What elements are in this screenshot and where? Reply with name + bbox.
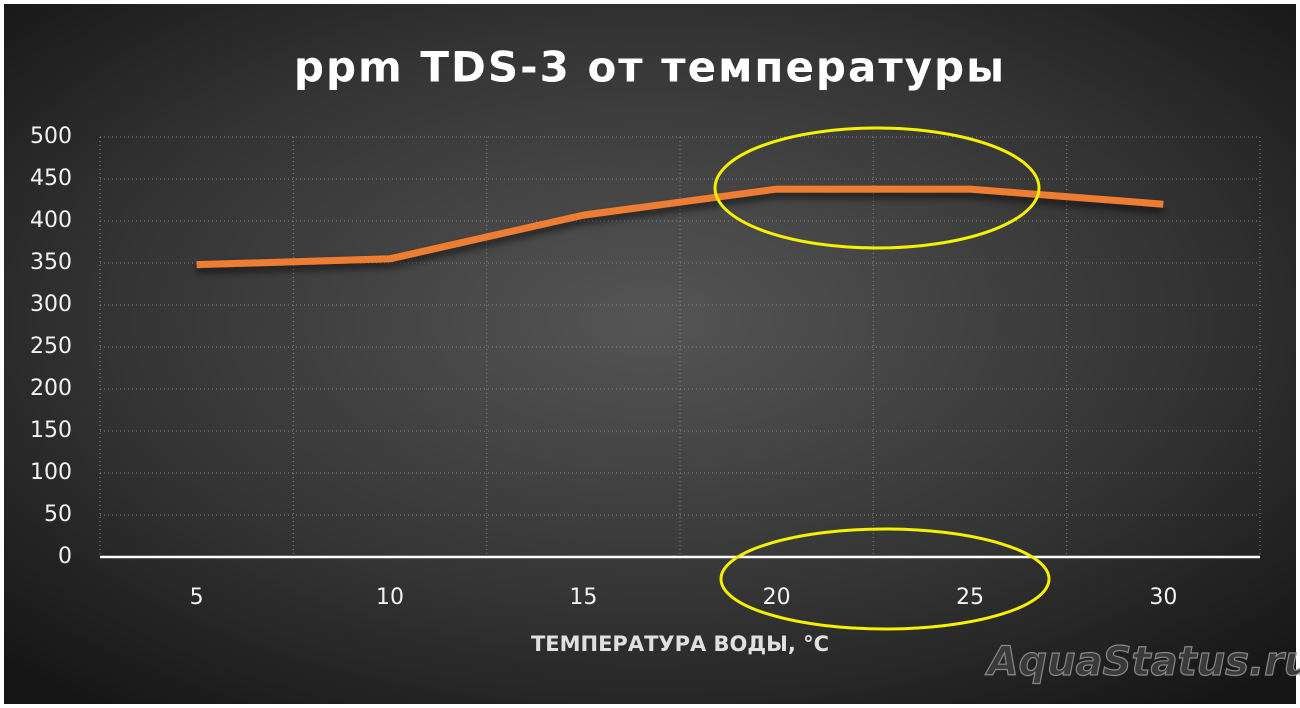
y-tick-label: 0 — [58, 544, 72, 569]
x-tick-label: 30 — [1149, 585, 1177, 610]
data-line — [196, 185, 1164, 269]
y-tick-label: 350 — [30, 250, 72, 275]
y-tick-label: 50 — [44, 502, 72, 527]
y-tick-label: 450 — [30, 166, 72, 191]
highlight-ellipse — [713, 126, 1041, 250]
chart-background — [4, 4, 1296, 704]
x-tick-label: 25 — [956, 585, 984, 610]
y-tick-label: 200 — [30, 376, 72, 401]
x-tick-label: 15 — [569, 585, 597, 610]
watermark: AquaStatus.ru — [985, 639, 1300, 685]
x-tick-label: 20 — [763, 585, 791, 610]
y-tick-label: 250 — [30, 334, 72, 359]
x-tick-label: 10 — [376, 585, 404, 610]
chart-title: ppm TDS-3 от температуры — [294, 43, 1006, 92]
highlight-ellipse — [719, 527, 1051, 631]
x-axis-title: ТЕМПЕРАТУРА ВОДЫ, °C — [531, 632, 829, 656]
y-tick-label: 500 — [30, 124, 72, 149]
y-tick-label: 100 — [30, 460, 72, 485]
y-tick-label: 400 — [30, 208, 72, 233]
x-tick-label: 5 — [190, 585, 204, 610]
y-tick-label: 300 — [30, 292, 72, 317]
plot-area: 0 50 100 150 200 250 300 350 400 450 500 5 10 15 20 25 3… — [30, 124, 1261, 610]
y-tick-label: 150 — [30, 418, 72, 443]
